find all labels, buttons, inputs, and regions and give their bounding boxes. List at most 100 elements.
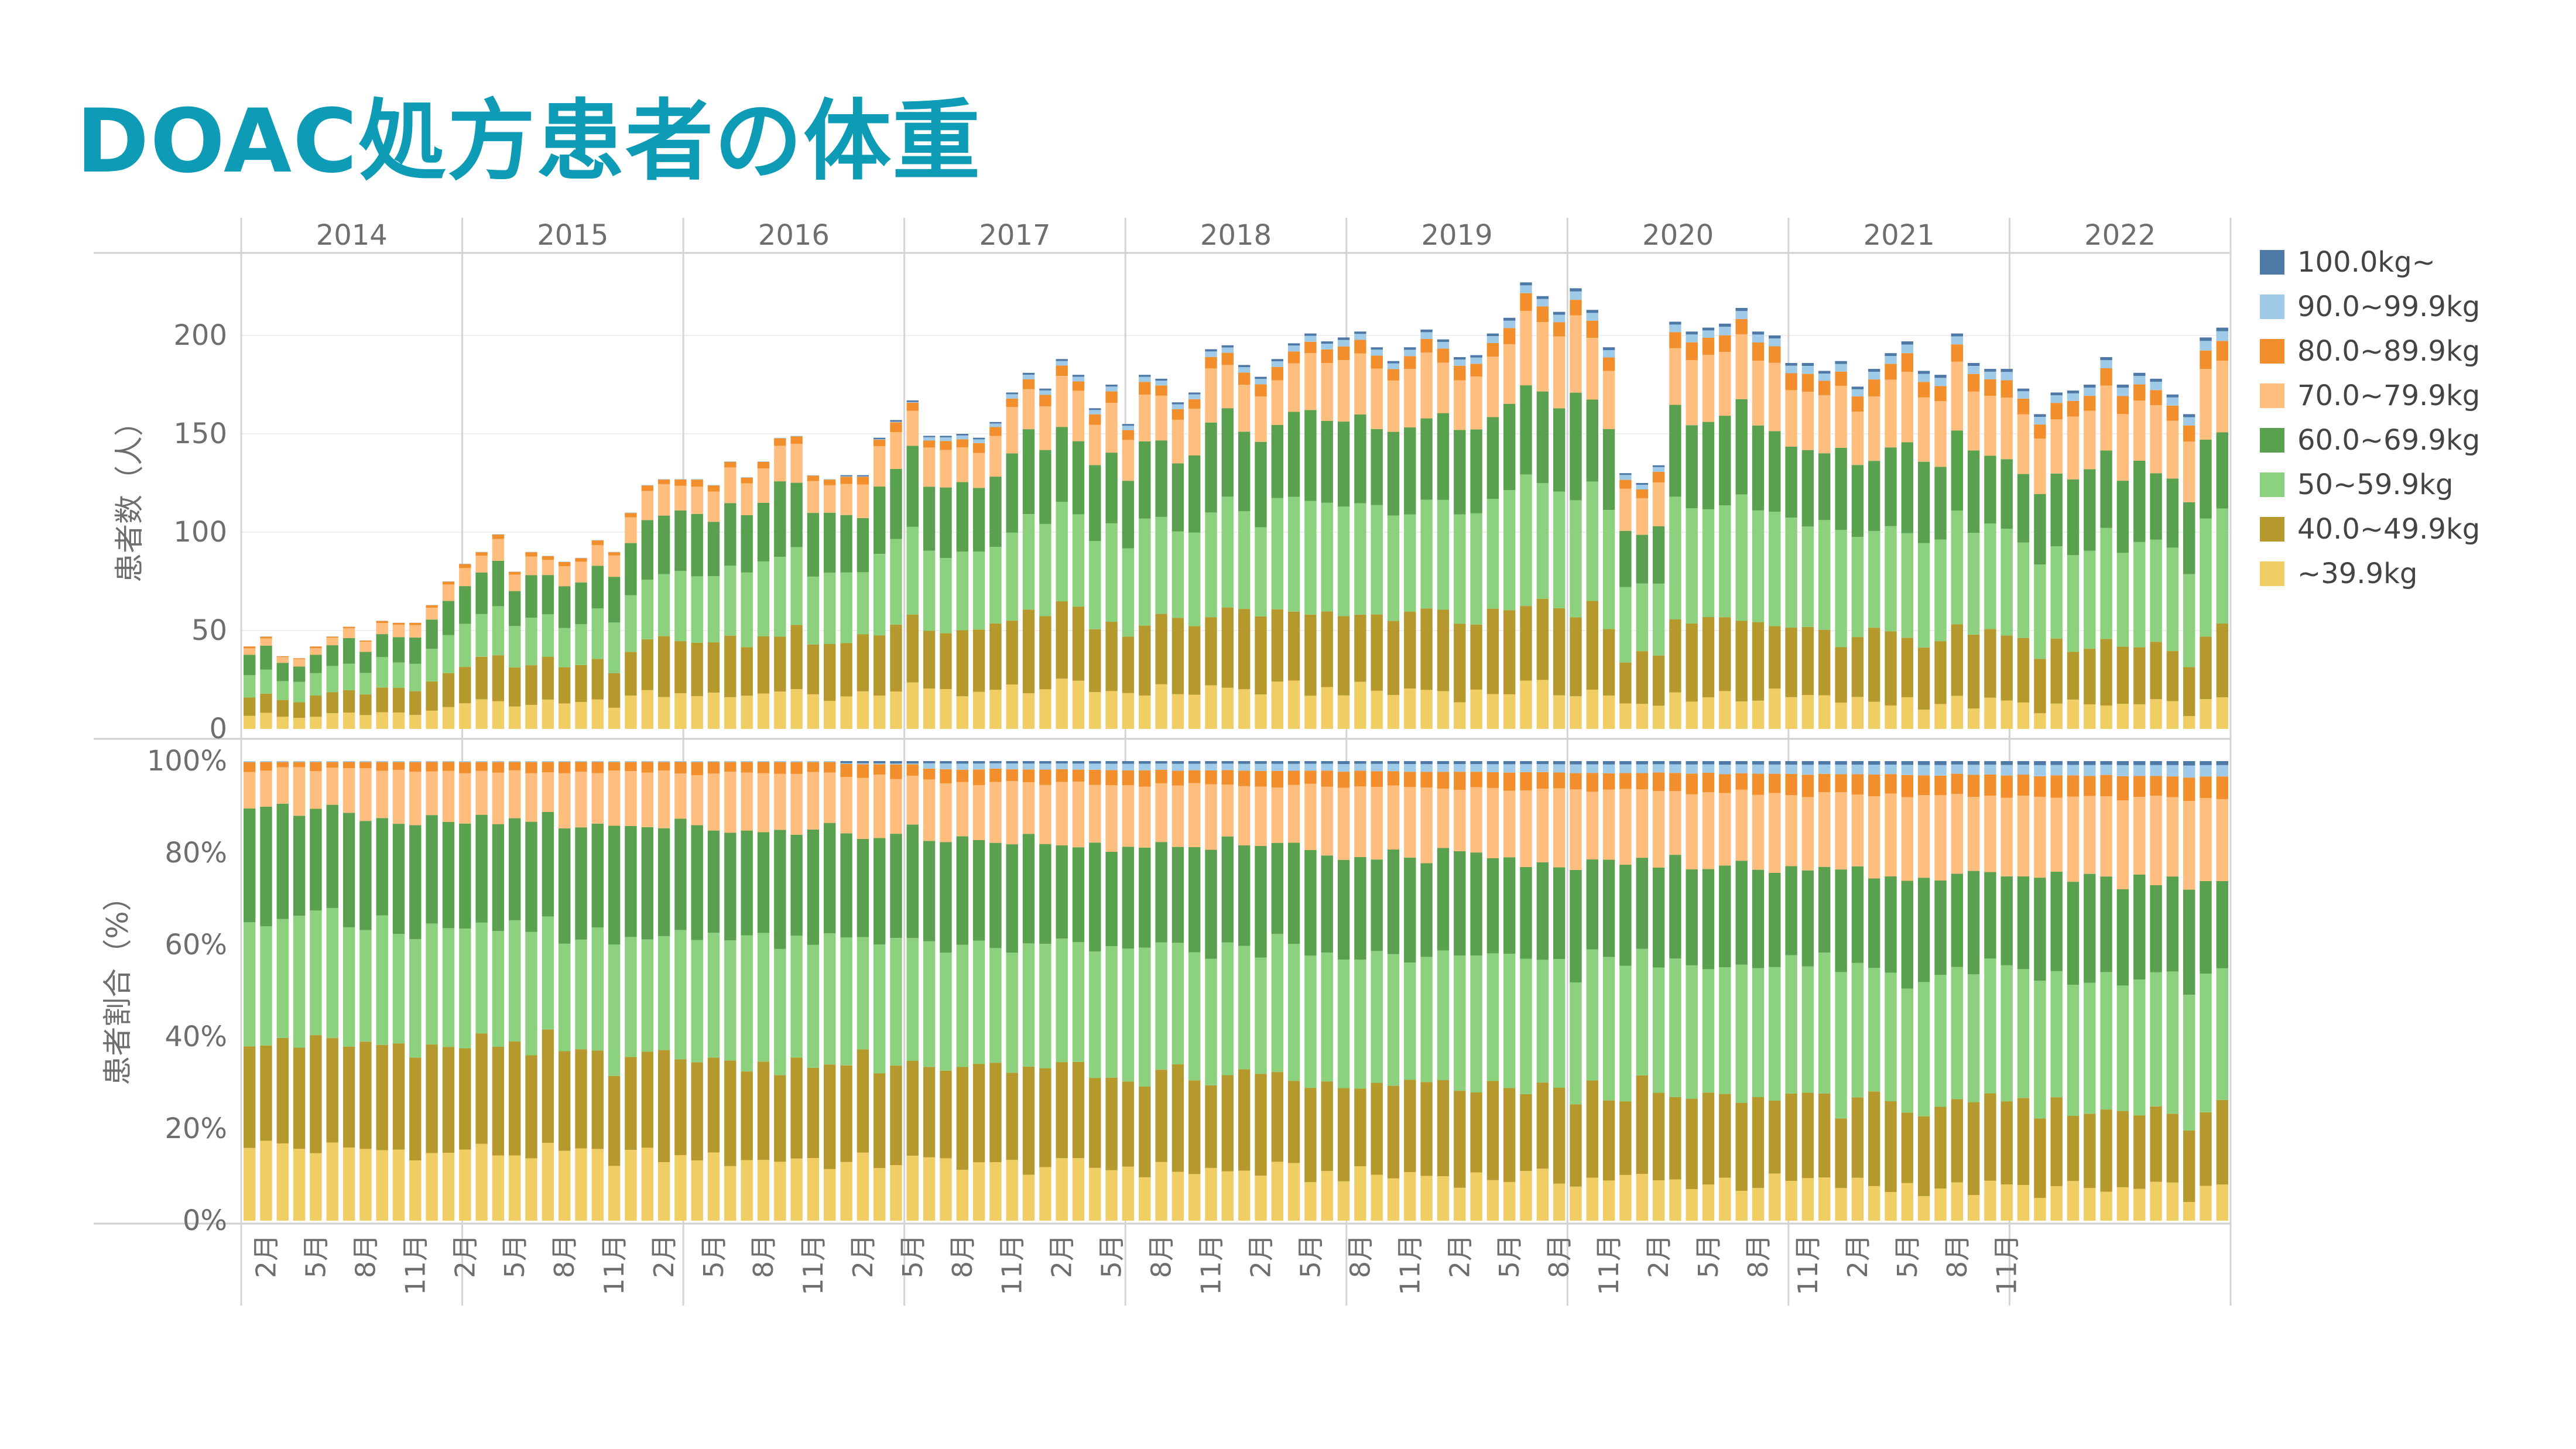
count-bar-segment (774, 446, 786, 482)
percent-bar-segment (2000, 1184, 2013, 1221)
count-bar-segment (2100, 450, 2112, 528)
count-bar-segment (459, 568, 471, 587)
percent-bar-segment (1901, 881, 1913, 989)
percent-bar-segment (1039, 785, 1051, 844)
count-bar-segment (2000, 459, 2013, 529)
count-bar-segment (1454, 624, 1466, 703)
count-bar-segment (509, 626, 521, 668)
count-bar-segment (1586, 320, 1598, 338)
count-bar-segment (1221, 408, 1234, 497)
percent-bar-segment (1171, 785, 1184, 847)
percent-bar-segment (1089, 769, 1101, 785)
percent-bar-segment (1719, 774, 1731, 793)
percent-bar-segment (1039, 763, 1051, 770)
count-bar-segment (1619, 475, 1632, 480)
count-bar-segment (1636, 489, 1648, 498)
count-bar-segment (426, 605, 438, 608)
legend-item: 90.0~99.9kg (2260, 285, 2480, 329)
percent-bar-segment (591, 927, 604, 1051)
percent-bar-segment (2100, 765, 2112, 775)
percent-bar-segment (1868, 968, 1880, 1092)
percent-bar-segment (2000, 765, 2013, 776)
percent-bar-segment (575, 940, 587, 1050)
count-bar-segment (1056, 359, 1068, 361)
percent-bar-segment (2050, 1097, 2063, 1186)
y-tick-label: 200 (173, 319, 227, 352)
percent-bar-segment (1205, 784, 1217, 850)
count-bar-segment (2150, 382, 2162, 390)
count-bar-segment (1404, 514, 1416, 612)
percent-bar-segment (1205, 761, 1217, 764)
percent-bar-segment (989, 1162, 1002, 1221)
percent-bar-segment (442, 928, 455, 1047)
percent-bar-segment (1951, 764, 1963, 774)
percent-bar-segment (1702, 1184, 1715, 1221)
count-bar-segment (2084, 385, 2096, 388)
percent-bar-segment (691, 1160, 703, 1221)
count-bar-segment (641, 520, 653, 580)
percent-bar-segment (2000, 876, 2013, 965)
percent-bar-segment (426, 923, 438, 1045)
percent-bar-segment (1255, 761, 1267, 764)
percent-bar-segment (1404, 764, 1416, 772)
count-bar-segment (2067, 479, 2080, 556)
percent-bar-segment (1570, 764, 1582, 773)
percent-bar-segment (657, 1050, 670, 1162)
count-bar-segment (1056, 601, 1068, 679)
percent-bar-segment (2216, 881, 2228, 968)
month-tick-label: 2月 (449, 1234, 481, 1278)
percent-bar-segment (1917, 878, 1930, 982)
percent-bar-segment (1155, 763, 1167, 770)
percent-bar-segment (1885, 876, 1897, 973)
count-bar-segment (1221, 687, 1234, 729)
count-bar-segment (2034, 414, 2046, 417)
count-bar-segment (359, 715, 372, 729)
percent-bar-segment (591, 762, 604, 773)
count-bar-segment (1139, 695, 1151, 729)
count-bar-segment (575, 582, 587, 625)
percent-bar-segment (1520, 772, 1532, 790)
count-bar-segment (1967, 374, 1980, 392)
percent-bar-segment (1785, 795, 1797, 866)
count-bar-segment (1221, 345, 1234, 348)
count-bar-segment (1105, 385, 1118, 387)
percent-bar-segment (873, 761, 886, 763)
count-bar-segment (575, 558, 587, 562)
y-tick-label: 150 (173, 417, 227, 450)
percent-bar-segment (1785, 866, 1797, 955)
count-bar-segment (591, 540, 604, 545)
percent-bar-segment (392, 824, 405, 934)
count-bar-segment (1420, 690, 1433, 729)
percent-bar-segment (1221, 763, 1234, 770)
percent-bar-segment (591, 773, 604, 824)
percent-bar-segment (2216, 776, 2228, 799)
percent-bar-segment (724, 940, 737, 1061)
count-bar-segment (1801, 391, 1814, 450)
count-bar-segment (1951, 696, 1963, 729)
percent-bar-segment (310, 762, 322, 771)
count-bar-segment (310, 655, 322, 673)
count-bar-segment (1287, 343, 1300, 346)
percent-bar-segment (1503, 857, 1516, 954)
count-bar-segment (1636, 485, 1648, 489)
percent-bar-segment (342, 813, 355, 927)
percent-bar-segment (1503, 1181, 1516, 1221)
month-tick-label: 5月 (1294, 1234, 1326, 1278)
percent-bar-segment (956, 836, 968, 945)
count-bar-segment (1917, 543, 1930, 648)
count-bar-segment (442, 581, 455, 582)
count-bar-segment (1105, 453, 1118, 523)
count-bar-segment (1437, 342, 1450, 349)
count-bar-segment (741, 572, 753, 648)
percent-bar-segment (691, 825, 703, 940)
count-bar-segment (1951, 336, 1963, 345)
percent-bar-segment (1470, 761, 1482, 765)
count-bar-segment (1039, 450, 1051, 524)
count-bar-segment (326, 692, 338, 714)
count-bar-segment (1669, 324, 1681, 333)
percent-bar-segment (774, 949, 786, 1075)
percent-bar-segment (442, 762, 455, 771)
percent-bar-segment (1006, 761, 1018, 764)
count-bar-segment (1851, 389, 1864, 397)
percent-bar-segment (1752, 761, 1765, 765)
